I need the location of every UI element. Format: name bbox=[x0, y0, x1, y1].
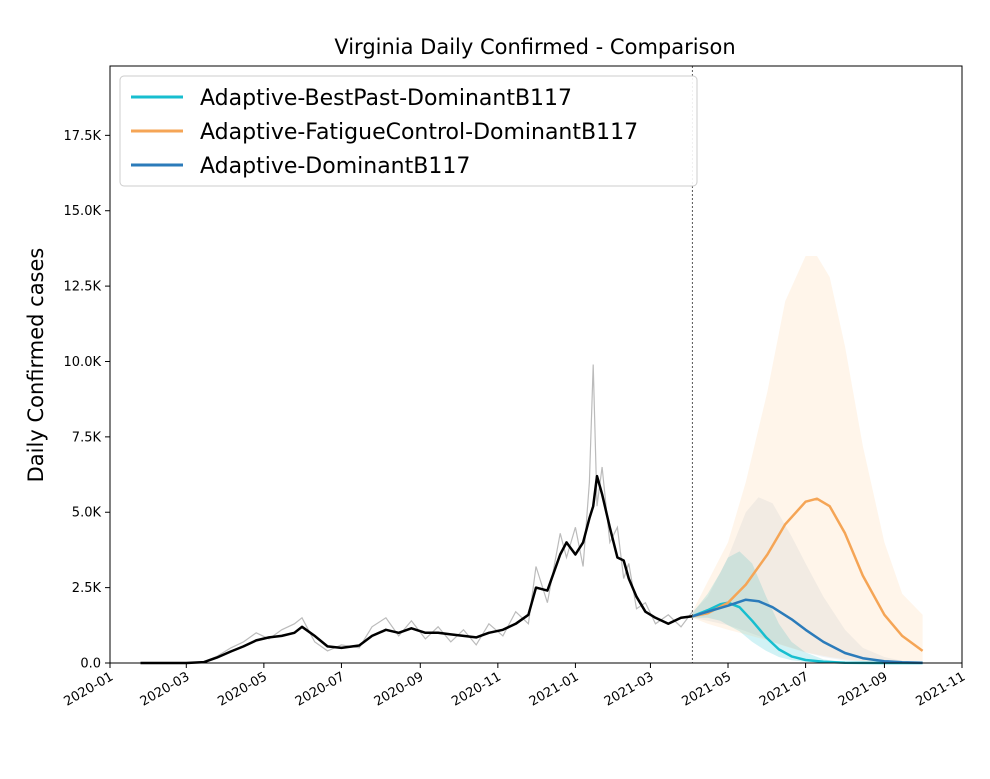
x-tick-label: 2020-03 bbox=[138, 669, 193, 709]
legend: Adaptive-BestPast-DominantB117 Adaptive-… bbox=[119, 75, 698, 187]
legend-label-dominantb117: Adaptive-DominantB117 bbox=[200, 154, 470, 179]
y-tick-label: 12.5K bbox=[64, 280, 102, 295]
y-tick-label: 17.5K bbox=[64, 129, 102, 144]
x-tick-label: 2020-07 bbox=[293, 669, 348, 709]
confidence-band-2 bbox=[692, 497, 923, 663]
y-tick-label: 2.5K bbox=[72, 581, 102, 596]
y-tick-label: 15.0K bbox=[64, 204, 102, 219]
plot-frame bbox=[109, 65, 963, 664]
y-tick-label: 7.5K bbox=[72, 430, 102, 445]
x-tick-label: 2020-09 bbox=[372, 669, 427, 709]
observed-raw-layer bbox=[140, 364, 693, 664]
series-line-2 bbox=[692, 598, 923, 664]
confidence-band-1 bbox=[692, 256, 923, 663]
x-tick-label: 2020-05 bbox=[215, 669, 270, 709]
observed-smoothed-line bbox=[140, 474, 693, 665]
y-tick-label: 10.0K bbox=[64, 355, 102, 370]
x-tick-label: 2021-11 bbox=[913, 669, 968, 709]
x-tick-label: 2021-05 bbox=[679, 669, 734, 709]
y-tick-label: 0.0 bbox=[80, 657, 101, 672]
y-tick-label: 5.0K bbox=[72, 506, 102, 521]
legend-label-fatiguecontrol: Adaptive-FatigueControl-DominantB117 bbox=[200, 120, 638, 145]
x-tick-label: 2021-09 bbox=[836, 669, 891, 709]
observed-raw-line bbox=[140, 364, 693, 664]
x-tick-label: 2020-11 bbox=[449, 669, 504, 709]
series-line-1 bbox=[692, 497, 924, 652]
legend-frame bbox=[119, 75, 698, 187]
x-axis-ticks: 2020-01 2020-03 2020-05 2020-07 2020-09 2020-… bbox=[61, 663, 968, 710]
x-tick-label: 2021-01 bbox=[527, 669, 582, 709]
x-tick-label: 2021-07 bbox=[757, 669, 812, 709]
y-axis-ticks: 0.0 2.5K 5.0K 7.5K 10.0K 12.5K 15.0K 17.5K bbox=[64, 129, 110, 672]
x-tick-label: 2021-03 bbox=[602, 669, 657, 709]
chart-title: Virginia Daily Confirmed - Comparison bbox=[334, 35, 735, 59]
x-tick-label: 2020-01 bbox=[61, 669, 116, 709]
y-axis-label: Daily Confirmed cases bbox=[24, 248, 48, 483]
legend-label-bestpast: Adaptive-BestPast-DominantB117 bbox=[200, 86, 572, 111]
